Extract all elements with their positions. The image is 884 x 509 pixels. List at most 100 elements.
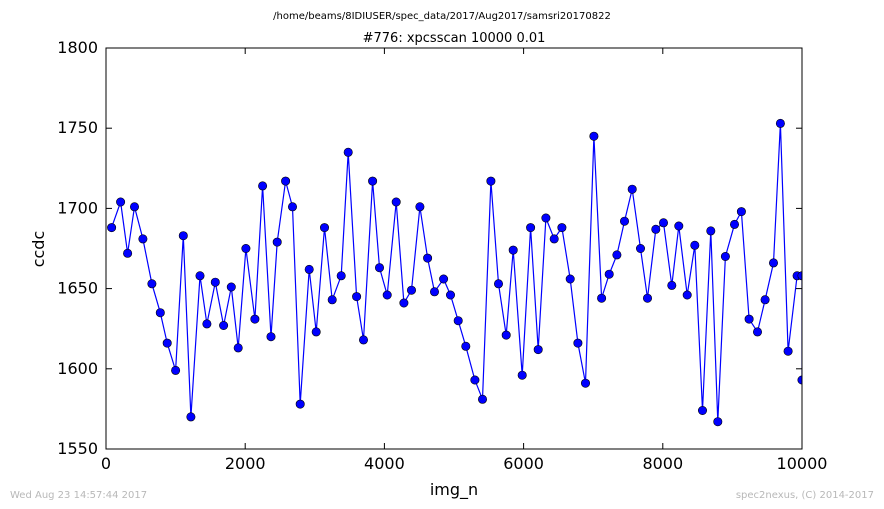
y-tick-label: 1800 (57, 38, 98, 57)
data-point (682, 290, 692, 300)
data-point (107, 223, 117, 233)
data-point (627, 184, 637, 194)
data-point (130, 202, 140, 212)
data-point (266, 332, 276, 342)
data-point (768, 258, 778, 268)
data-point (533, 345, 543, 355)
x-tick-label: 10000 (777, 454, 828, 473)
data-point (415, 202, 425, 212)
data-point (557, 223, 567, 233)
data-point (186, 412, 196, 422)
data-point (706, 226, 716, 236)
data-point (453, 316, 463, 326)
credit-footer: spec2nexus, (C) 2014-2017 (736, 490, 874, 501)
data-point (604, 269, 614, 279)
data-point (123, 248, 133, 258)
data-point (549, 234, 559, 244)
data-point (597, 293, 607, 303)
data-point (358, 335, 368, 345)
data-point (210, 277, 220, 287)
data-point (382, 290, 392, 300)
data-point (281, 176, 291, 186)
file-path: /home/beams/8IDIUSER/spec_data/2017/Aug2… (273, 11, 611, 22)
data-point (720, 252, 730, 262)
data-point (508, 245, 518, 255)
data-point (526, 223, 536, 233)
data-point (445, 290, 455, 300)
data-point (374, 263, 384, 273)
data-point (406, 285, 416, 295)
timestamp-footer: Wed Aug 23 14:57:44 2017 (10, 490, 147, 501)
data-point (580, 378, 590, 388)
data-point (461, 341, 471, 351)
axes-frame (105, 47, 803, 450)
y-tick-label: 1750 (57, 118, 98, 137)
data-point (319, 223, 329, 233)
data-point (752, 327, 762, 337)
data-point (729, 219, 739, 229)
y-tick-label: 1550 (57, 439, 98, 458)
y-axis-label: ccdc (29, 231, 48, 268)
data-point (612, 250, 622, 260)
x-tick-label: 0 (101, 454, 111, 473)
data-point (368, 176, 378, 186)
x-axis-label: img_n (430, 480, 478, 500)
data-point (667, 280, 677, 290)
data-point (155, 308, 165, 318)
x-tick-label: 4000 (364, 454, 405, 473)
data-point (635, 244, 645, 254)
data-point (470, 375, 480, 385)
data-point (178, 231, 188, 241)
data-point (697, 405, 707, 415)
data-point (619, 216, 629, 226)
data-point (258, 181, 268, 191)
data-point (439, 274, 449, 284)
data-point (423, 253, 433, 263)
y-tick-label: 1600 (57, 359, 98, 378)
data-point (295, 399, 305, 409)
data-point (304, 264, 314, 274)
axes: 0 2000 4000 6000 8000 10000 1550 1600 1650 1700 17… (57, 38, 827, 473)
y-tick-label: 1700 (57, 198, 98, 217)
data-point (233, 343, 243, 353)
data-point (162, 338, 172, 348)
data-point (658, 218, 668, 228)
data-point (517, 370, 527, 380)
data-point (391, 197, 401, 207)
x-tick-label: 8000 (642, 454, 683, 473)
data-point (477, 394, 487, 404)
data-series (107, 118, 802, 427)
x-tick-label: 2000 (225, 454, 266, 473)
data-point (138, 234, 148, 244)
data-point (147, 279, 157, 289)
data-point (775, 118, 785, 128)
data-point (272, 237, 282, 247)
y-tick-label: 1650 (57, 279, 98, 298)
data-point (327, 295, 337, 305)
plot-area (107, 118, 802, 427)
data-point (116, 197, 126, 207)
data-point (226, 282, 236, 292)
data-point (171, 365, 181, 375)
data-point (250, 314, 260, 324)
data-point (573, 338, 583, 348)
data-point (352, 292, 362, 302)
data-point (674, 221, 684, 231)
data-point (287, 202, 297, 212)
series-line (111, 123, 802, 422)
data-point (195, 271, 205, 281)
data-point (565, 274, 575, 284)
data-point (541, 213, 551, 223)
data-point (399, 298, 409, 308)
data-point (760, 295, 770, 305)
data-point (493, 279, 503, 289)
data-point (736, 207, 746, 217)
data-point (311, 327, 321, 337)
data-point (429, 287, 439, 297)
data-point (343, 147, 353, 157)
data-point (783, 346, 793, 356)
data-point (744, 314, 754, 324)
data-point (713, 417, 723, 427)
data-point (589, 131, 599, 141)
chart-title: #776: xpcsscan 10000 0.01 (363, 31, 546, 46)
